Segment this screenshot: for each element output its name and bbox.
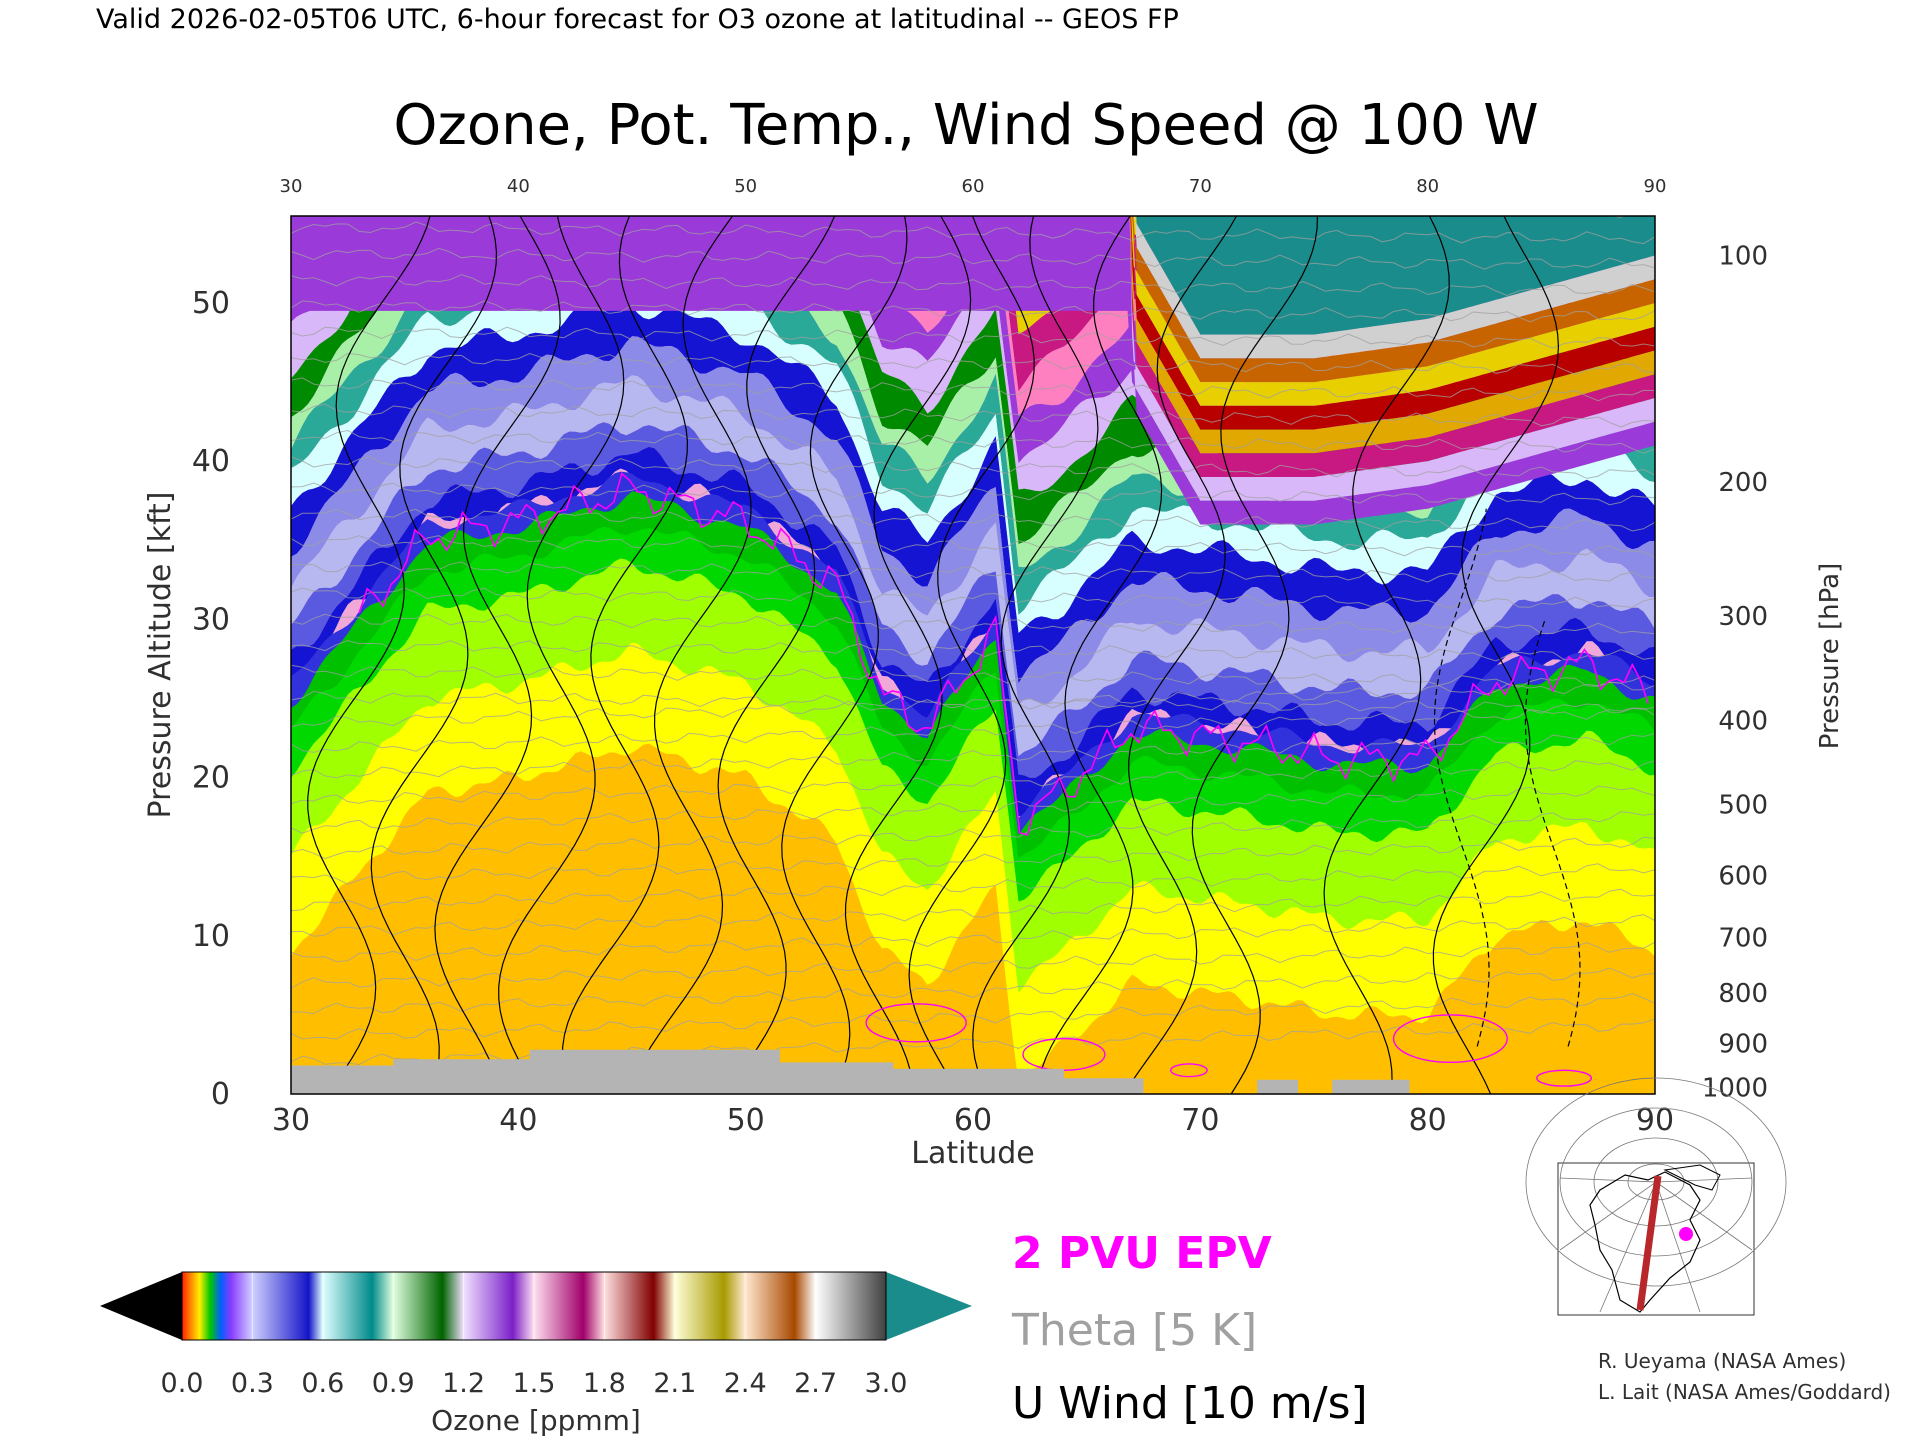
epv-contours [358, 472, 1649, 1087]
colorbar-tick-label: 3.0 [865, 1368, 908, 1399]
y-tick-label: 50 [192, 286, 230, 321]
pressure-tick-label: 900 [1718, 1029, 1768, 1059]
pressure-tick-label: 400 [1718, 707, 1768, 737]
pressure-tick-label: 300 [1718, 602, 1768, 632]
colorbar-label: Ozone [ppmm] [431, 1404, 641, 1437]
x-tick-label: 40 [499, 1103, 537, 1138]
credit-line-2: L. Lait (NASA Ames/Goddard) [1598, 1380, 1891, 1404]
colorbar-tick-label: 2.4 [724, 1368, 767, 1399]
colorbar-tick-label: 1.5 [513, 1368, 556, 1399]
x-tick-top-label: 60 [962, 176, 985, 197]
credit-line-1: R. Ueyama (NASA Ames) [1598, 1349, 1846, 1373]
x-tick-label: 70 [1181, 1103, 1219, 1138]
x-tick-label: 60 [954, 1103, 992, 1138]
x-tick-top-label: 70 [1189, 176, 1212, 197]
colorbar-tick-label: 0.3 [231, 1368, 274, 1399]
colorbar-tick-label: 0.0 [161, 1368, 204, 1399]
x-tick-top-label: 80 [1416, 176, 1439, 197]
x-tick-label: 80 [1409, 1103, 1447, 1138]
pressure-tick-label: 100 [1718, 242, 1768, 272]
colorbar-tick-label: 2.1 [653, 1368, 696, 1399]
y-tick-label: 40 [192, 444, 230, 479]
colorbar: 0.0 0.3 0.6 0.9 1.2 1.5 1.8 2.1 2.4 2.7 3.0 Ozone … [100, 1271, 972, 1437]
chart-title: Ozone, Pot. Temp., Wind Speed @ 100 W [393, 93, 1538, 158]
x-tick-top-label: 40 [507, 176, 530, 197]
plot-frame [290, 215, 1656, 1095]
colorbar-tick-label: 1.8 [583, 1368, 626, 1399]
pressure-tick-label: 600 [1718, 862, 1768, 892]
colorbar-under-arrow [100, 1272, 182, 1340]
colorbar-frame [181, 1271, 887, 1341]
y-tick-label: 20 [192, 761, 230, 796]
legend: 2 PVU EPV Theta [5 K] U Wind [10 m/s] [1011, 1228, 1368, 1429]
terrain-mask [291, 1049, 1410, 1094]
ozone-field [291, 216, 1655, 1094]
colorbar-tick-label: 0.9 [372, 1368, 415, 1399]
pressure-tick-label: 800 [1718, 979, 1768, 1009]
x-ticks-bottom: 30 40 50 60 70 80 90 [272, 1103, 1674, 1138]
colorbar-tick-label: 1.2 [442, 1368, 485, 1399]
x-tick-label: 30 [272, 1103, 310, 1138]
x-tick-top-label: 50 [734, 176, 757, 197]
x-tick-label: 50 [727, 1103, 765, 1138]
y-tick-label: 10 [192, 919, 230, 954]
y-tick-label: 30 [192, 602, 230, 637]
valid-header: Valid 2026-02-05T06 UTC, 6-hour forecast… [96, 4, 1179, 35]
x-ticks-top: 30 40 50 60 70 80 90 [280, 176, 1667, 197]
colorbar-over-arrow [886, 1272, 972, 1340]
pressure-tick-label: 700 [1718, 923, 1768, 953]
colorbar-tick-label: 0.6 [301, 1368, 344, 1399]
y-ticks-left: 0 10 20 30 40 50 [192, 286, 230, 1112]
plot-area [291, 216, 1655, 1094]
locator-map [1525, 1077, 1787, 1316]
x-tick-top-label: 30 [280, 176, 303, 197]
pressure-tick-label: 500 [1718, 790, 1768, 820]
y-axis-label-right: Pressure [hPa] [1815, 563, 1845, 750]
legend-uwind: U Wind [10 m/s] [1012, 1378, 1368, 1429]
colorbar-tick-label: 2.7 [794, 1368, 837, 1399]
x-axis-label: Latitude [911, 1136, 1034, 1171]
legend-theta: Theta [5 K] [1011, 1305, 1257, 1356]
y-axis-label-left: Pressure Altitude [kft] [143, 492, 178, 819]
pressure-tick-label: 200 [1718, 468, 1768, 498]
x-tick-top-label: 90 [1644, 176, 1667, 197]
legend-epv: 2 PVU EPV [1012, 1228, 1272, 1279]
y-tick-label: 0 [211, 1077, 230, 1112]
u-wind-contours [307, 216, 1581, 1094]
